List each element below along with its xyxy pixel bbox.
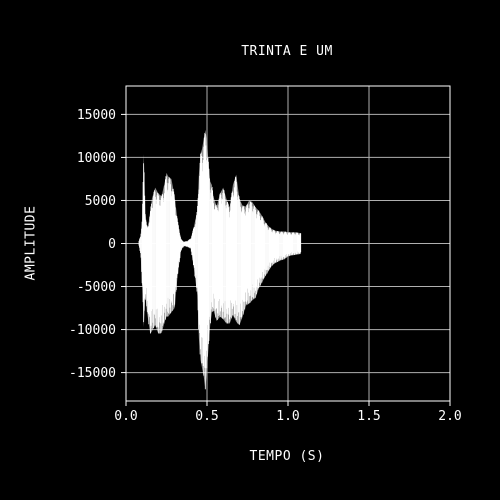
x-tick-label: 0.0 xyxy=(114,409,137,424)
y-tick-label: 0 xyxy=(108,237,116,252)
x-tick-label: 2.0 xyxy=(438,409,461,424)
y-tick-labels: 15000 10000 5000 0 -5000 -10000 -15000 xyxy=(69,108,116,381)
chart-title: TRINTA E UM xyxy=(241,44,333,59)
x-tick-labels: 0.0 0.5 1.0 1.5 2.0 xyxy=(114,409,461,424)
y-tick-label: 15000 xyxy=(77,108,116,123)
y-tick-label: -15000 xyxy=(69,366,116,381)
tick-marks xyxy=(121,113,451,406)
y-tick-label: -5000 xyxy=(77,280,116,295)
y-axis-label: AMPLITUDE xyxy=(23,205,39,281)
y-tick-label: -10000 xyxy=(69,323,116,338)
y-tick-label: 10000 xyxy=(77,151,116,166)
x-axis-label: TEMPO (S) xyxy=(249,449,325,464)
y-tick-label: 5000 xyxy=(85,194,116,209)
x-tick-label: 1.5 xyxy=(357,409,380,424)
waveform-layer xyxy=(138,129,302,390)
x-tick-label: 1.0 xyxy=(276,409,299,424)
x-tick-label: 0.5 xyxy=(195,409,218,424)
